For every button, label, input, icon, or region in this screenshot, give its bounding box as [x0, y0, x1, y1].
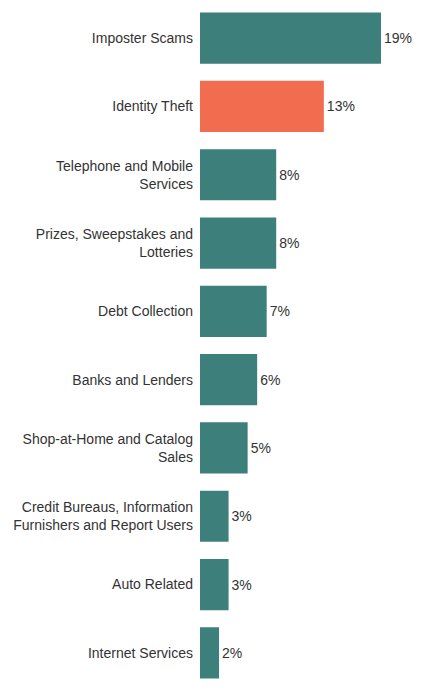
svg-text:Prizes, Sweepstakes andLotteri: Prizes, Sweepstakes andLotteries — [36, 226, 193, 260]
svg-text:Auto Related: Auto Related — [112, 576, 193, 592]
svg-text:5%: 5% — [251, 440, 271, 456]
svg-text:7%: 7% — [270, 303, 290, 319]
svg-text:6%: 6% — [260, 372, 280, 388]
svg-text:Identity Theft: Identity Theft — [112, 98, 193, 114]
svg-text:Telephone and MobileServices: Telephone and MobileServices — [56, 158, 193, 192]
svg-text:8%: 8% — [279, 167, 299, 183]
svg-text:13%: 13% — [327, 98, 355, 114]
svg-text:Imposter Scams: Imposter Scams — [92, 30, 193, 46]
svg-text:3%: 3% — [232, 508, 252, 524]
svg-text:Debt Collection: Debt Collection — [98, 303, 193, 319]
svg-text:Internet Services: Internet Services — [88, 645, 193, 661]
svg-text:8%: 8% — [279, 235, 299, 251]
svg-text:3%: 3% — [232, 577, 252, 593]
svg-text:2%: 2% — [222, 645, 242, 661]
svg-text:Credit Bureaus, InformationFur: Credit Bureaus, InformationFurnishers an… — [13, 499, 193, 533]
svg-text:19%: 19% — [384, 30, 412, 46]
svg-text:Banks and Lenders: Banks and Lenders — [72, 372, 193, 388]
svg-text:Shop-at-Home and CatalogSales: Shop-at-Home and CatalogSales — [23, 431, 193, 465]
